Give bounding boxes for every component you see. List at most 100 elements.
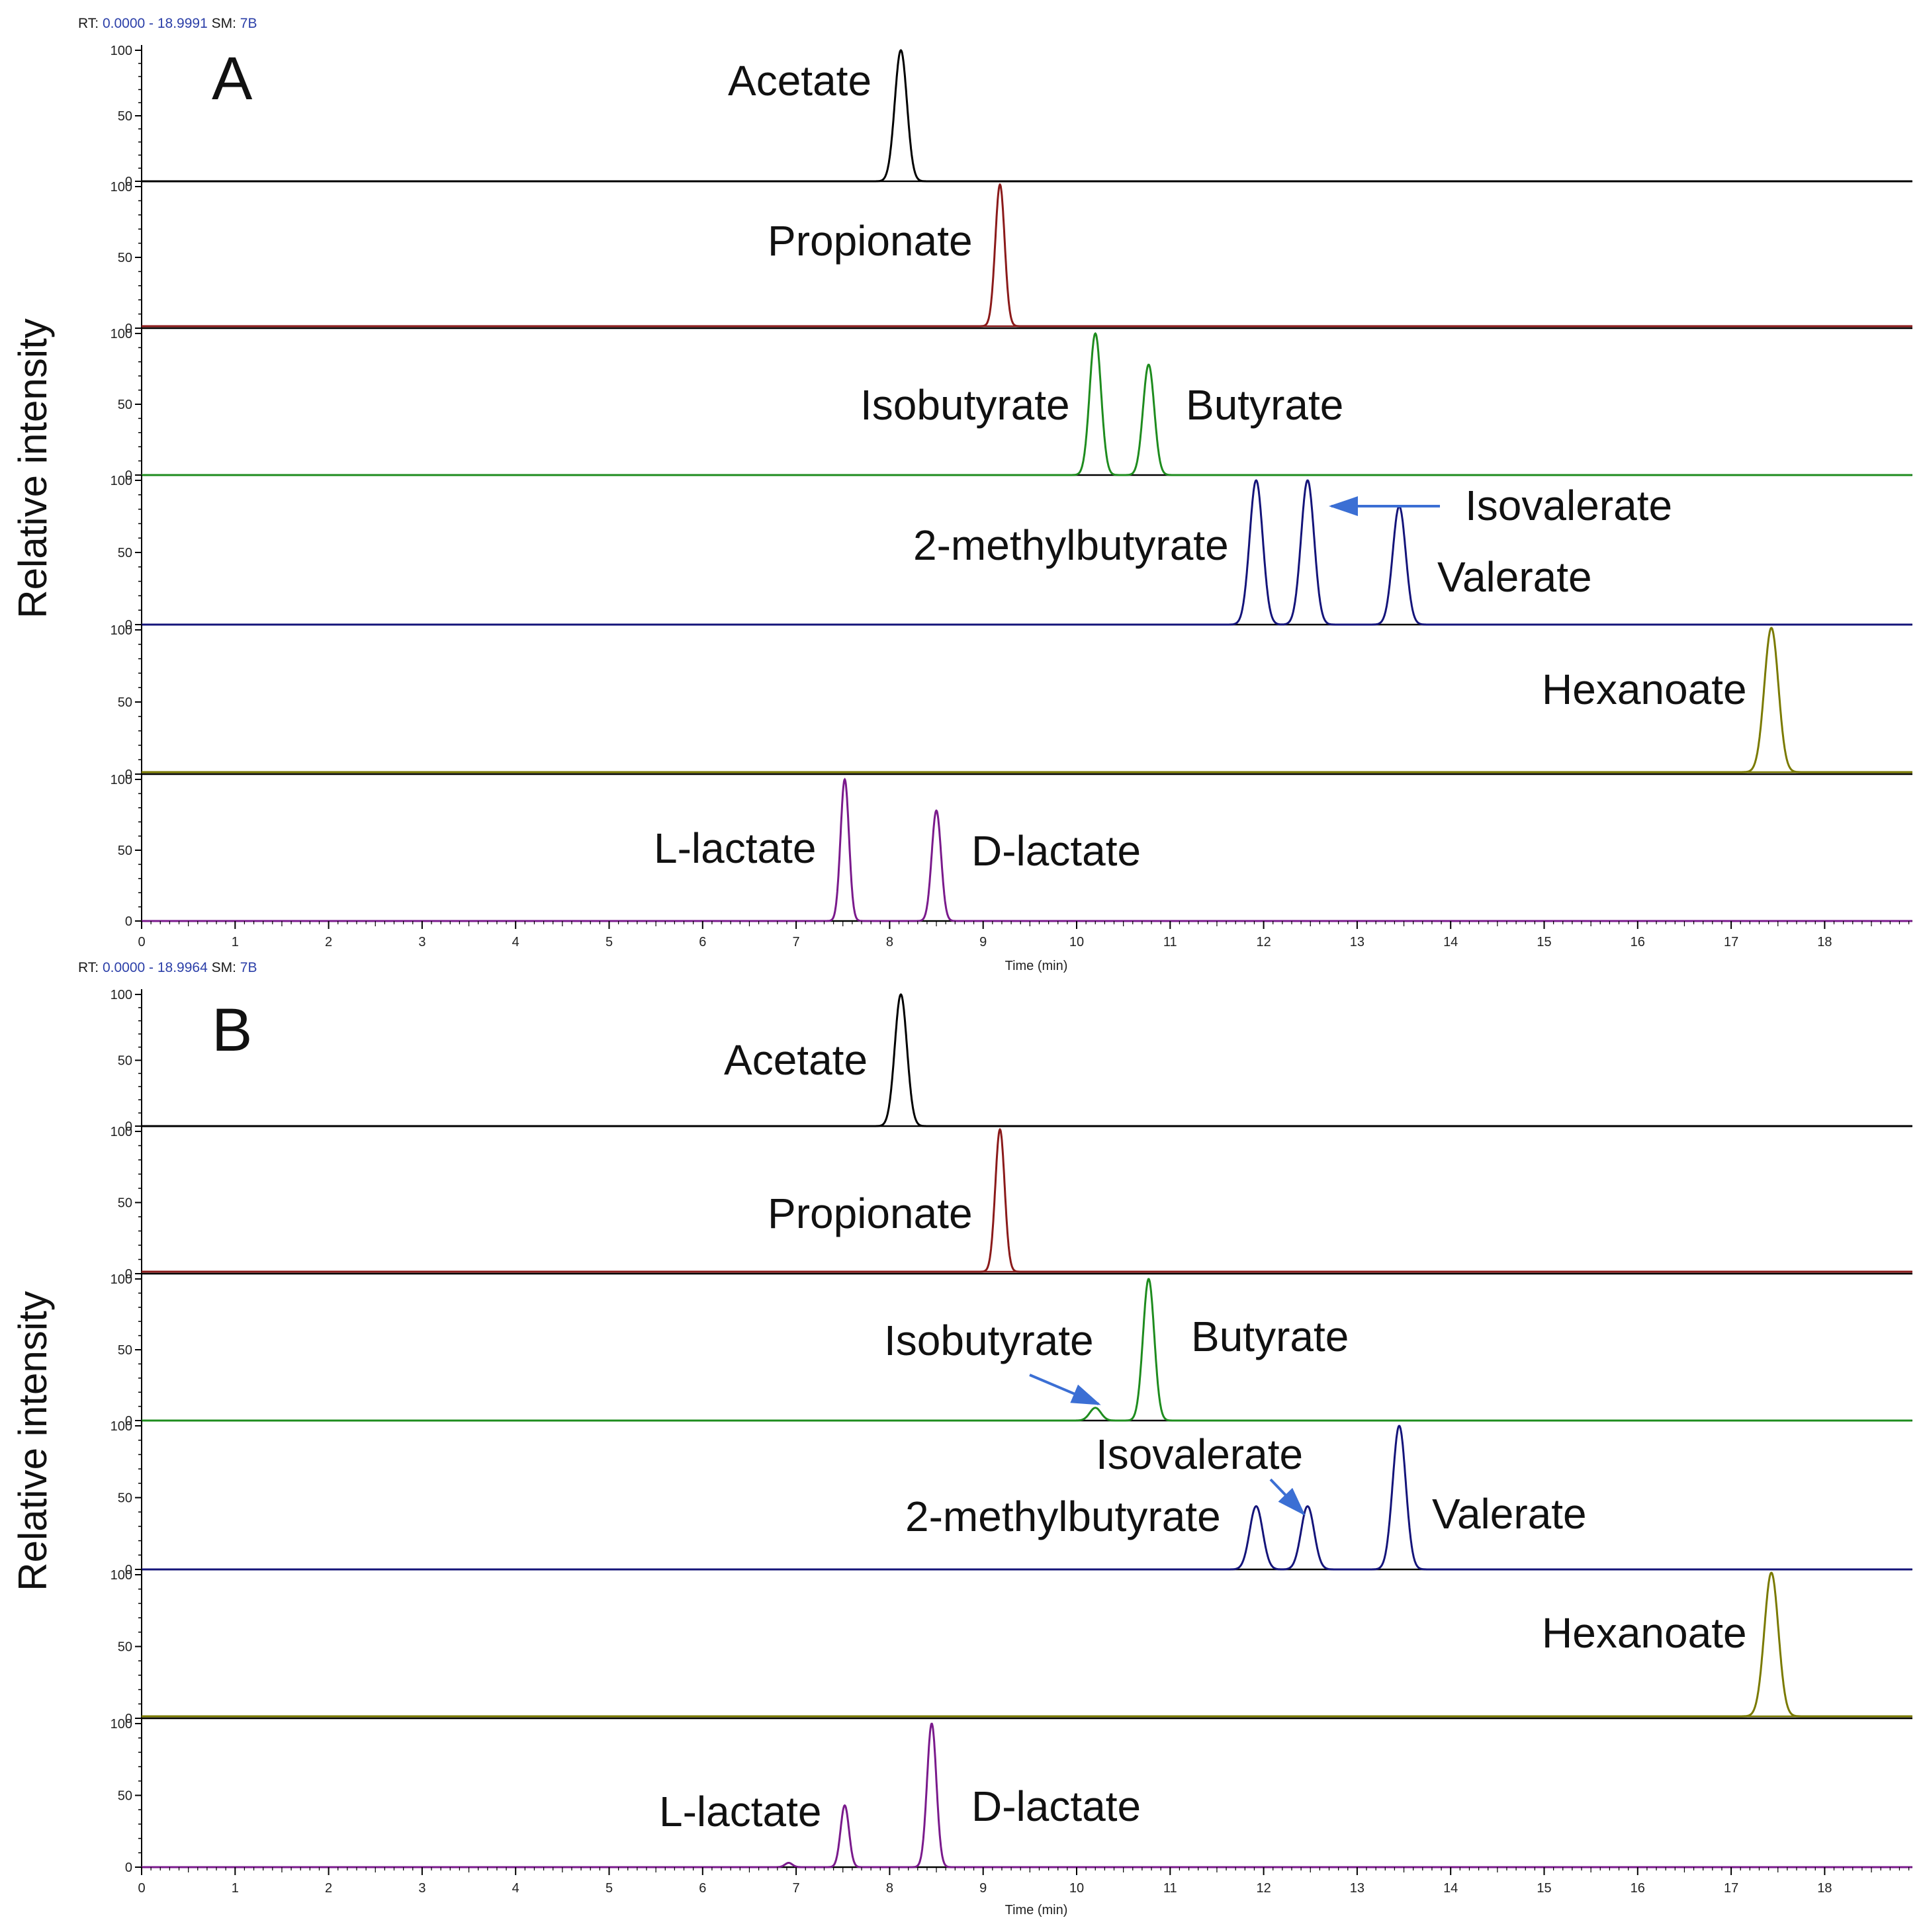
trace-line [142,331,1912,476]
trace-line [142,1127,1912,1273]
y-tick-label: 0 [125,914,132,929]
peak-label-isobutyrate: Isobutyrate [860,381,1070,429]
panel-letter: A [212,45,253,112]
y-tick-label: 0 [125,468,132,483]
x-tick-label: 13 [1350,935,1364,949]
peak-label-acetate: Acetate [728,57,872,105]
rt-label: RT: [78,16,103,31]
x-tick-label: 7 [793,935,800,949]
x-tick-label: 3 [418,1881,425,1896]
trace-line [142,993,1912,1127]
peak-label-valerate: Valerate [1437,553,1592,601]
y-tick-label: 100 [111,1419,132,1434]
y-tick-label: 100 [111,1272,132,1287]
y-tick-label: 50 [118,546,132,560]
y-tick-label: 0 [125,1120,132,1134]
x-tick-label: 11 [1163,935,1177,949]
x-tick-label: 2 [325,1881,332,1896]
peak-label-isobutyrate: Isobutyrate [884,1317,1094,1364]
trace-isobutyrate-butyrate: 0 50 100 Isobutyrate Butyrate [111,327,1912,483]
trace-line [142,627,1912,773]
y-tick-label: 100 [111,773,132,787]
x-tick-label: 10 [1069,935,1084,949]
y-tick-label: 50 [118,1789,132,1804]
rt-value: 0.0000 - 18.9964 [103,960,208,975]
annotation-arrow [1269,1478,1306,1516]
sm-label: SM: [208,16,240,31]
trace-line [142,1425,1912,1571]
peak-label-l-lactate: L-lactate [654,824,816,872]
x-tick-label: 5 [605,1881,613,1896]
rt-value: 0.0000 - 18.9991 [103,16,208,31]
peak-label-2-methylbutyrate: 2-methylbutyrate [905,1493,1221,1540]
y-tick-label: 100 [111,327,132,341]
x-tick-label: 5 [605,935,613,949]
x-tick-label: 18 [1817,935,1832,949]
y-tick-label: 50 [118,1343,132,1358]
peak-label-hexanoate: Hexanoate [1542,1609,1747,1657]
y-tick-label: 50 [118,1054,132,1069]
trace-2-methylbutyrate-isovalerate-valerate: 0 50 100 2-methylbutyrate Isovalerate Valerat… [111,1419,1912,1577]
y-tick-label: 0 [125,1861,132,1875]
y-axis-label: Relative intensity [11,1291,55,1591]
trace-propionate: 0 50 100 Propionate [111,180,1912,336]
x-tick-label: 4 [512,935,519,949]
trace-line [142,183,1912,328]
x-tick-label: 14 [1443,935,1458,949]
x-tick-label: 0 [138,1881,145,1896]
y-tick-label: 50 [118,1491,132,1506]
x-tick-label: 18 [1817,1881,1832,1896]
y-tick-label: 0 [125,618,132,633]
y-tick-label: 50 [118,844,132,858]
x-tick-label: 10 [1069,1881,1084,1896]
x-tick-label: 0 [138,935,145,949]
trace-line [142,1722,1912,1868]
trace-acetate: 0 50 100 Acetate [111,44,1912,189]
x-tick-label: 12 [1256,935,1271,949]
y-tick-label: 100 [111,1717,132,1732]
y-tick-label: 0 [125,1712,132,1726]
x-tick-label: 1 [232,1881,239,1896]
x-axis-label: Time (min) [1005,959,1068,973]
trace-hexanoate: 0 50 100 Hexanoate [111,623,1912,782]
panel-header: RT: 0.0000 - 18.9991 SM: 7B [78,16,257,31]
trace-hexanoate: 0 50 100 Hexanoate [111,1568,1912,1726]
x-tick-label: 4 [512,1881,519,1896]
peak-label-propionate: Propionate [768,217,973,265]
y-tick-label: 100 [111,474,132,488]
trace-propionate: 0 50 100 Propionate [111,1125,1912,1282]
y-tick-label: 50 [118,109,132,124]
x-tick-label: 17 [1724,1881,1738,1896]
sm-value: 7B [240,960,257,975]
peak-label-isovalerate: Isovalerate [1465,482,1672,529]
y-tick-label: 0 [125,322,132,336]
trace-line [142,1278,1912,1422]
panel-header: RT: 0.0000 - 18.9964 SM: 7B [78,960,257,975]
x-tick-label: 6 [699,1881,706,1896]
x-tick-label: 3 [418,935,425,949]
y-tick-label: 100 [111,44,132,58]
peak-label-valerate: Valerate [1432,1490,1587,1538]
trace-line [142,777,1912,922]
y-axis-label: Relative intensity [11,318,55,619]
x-tick-label: 9 [979,1881,987,1896]
x-tick-label: 9 [979,935,987,949]
panel-b: RT: 0.0000 - 18.9964 SM: 7B B Relative int… [11,960,1912,1917]
trace-l-lactate-d-lactate: 0 50 100 L-lactate D-lactate [111,1717,1912,1875]
x-tick-label: 2 [325,935,332,949]
x-tick-label: 8 [886,935,893,949]
x-tick-label: 16 [1631,1881,1645,1896]
x-tick-label: 16 [1631,935,1645,949]
y-tick-label: 50 [118,398,132,412]
y-tick-label: 0 [125,1563,132,1577]
peak-label-d-lactate: D-lactate [971,1782,1141,1830]
peak-label-2-methylbutyrate: 2-methylbutyrate [913,521,1229,569]
peak-label-propionate: Propionate [768,1190,973,1237]
peak-label-l-lactate: L-lactate [659,1788,821,1835]
trace-line [142,479,1912,626]
y-tick-label: 50 [118,1196,132,1211]
trace-2-methylbutyrate-isovalerate-valerate: 0 50 100 2-methylbutyrate Isovalerate Valerat… [111,474,1912,633]
trace-line [142,49,1912,183]
